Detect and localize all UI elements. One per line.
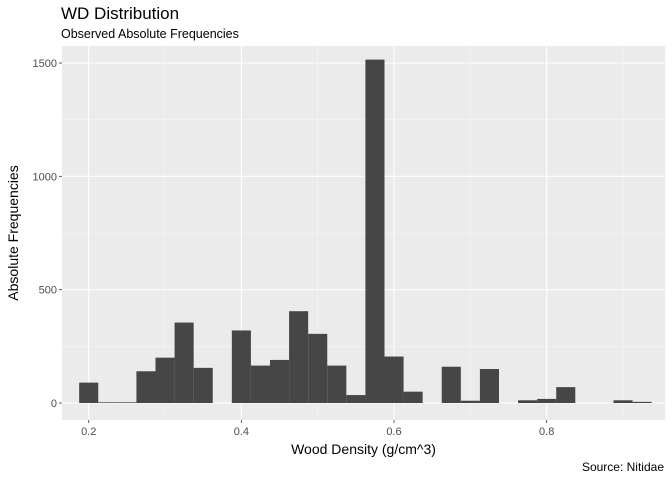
histogram-bar — [346, 395, 366, 403]
histogram-bar — [231, 330, 251, 403]
histogram-bar — [518, 400, 538, 403]
y-tick-label: 1000 — [33, 171, 57, 183]
x-tick-label: 0.4 — [234, 426, 249, 438]
histogram-bar — [537, 398, 557, 403]
y-tick-label: 500 — [39, 285, 57, 297]
histogram-bar — [155, 357, 175, 403]
histogram-bar — [479, 369, 499, 403]
histogram-bar — [136, 371, 156, 403]
histogram-bar — [98, 402, 118, 403]
chart-subtitle: Observed Absolute Frequencies — [61, 27, 239, 41]
y-tick-label: 0 — [51, 398, 57, 410]
histogram-bar — [250, 365, 270, 403]
histogram-bar — [117, 402, 137, 403]
histogram-bar — [460, 400, 480, 403]
histogram-bar — [79, 382, 99, 403]
y-axis-title: Absolute Frequencies — [5, 165, 21, 300]
x-tick-label: 0.8 — [539, 426, 554, 438]
axes: 0.2 0.4 0.6 0.8 0 500 1000 1500 — [33, 58, 555, 438]
histogram-bars — [79, 59, 652, 403]
histogram-bar — [174, 322, 194, 403]
x-tick-label: 0.6 — [386, 426, 401, 438]
histogram-bar — [441, 366, 461, 403]
histogram-bar — [556, 387, 576, 403]
histogram-bar — [289, 311, 309, 403]
x-tick-label: 0.2 — [81, 426, 96, 438]
histogram-bar — [365, 59, 385, 403]
histogram-bar — [384, 356, 404, 403]
histogram-bar — [613, 400, 633, 403]
chart-title: WD Distribution — [61, 4, 180, 23]
histogram-bar — [193, 367, 213, 403]
histogram-bar — [308, 333, 328, 403]
histogram-bar — [327, 365, 347, 403]
histogram-bar — [403, 391, 423, 403]
histogram-bar — [269, 359, 290, 403]
histogram-bar — [632, 401, 652, 403]
y-tick-label: 1500 — [33, 58, 57, 70]
x-axis-title: Wood Density (g/cm^3) — [291, 441, 436, 457]
chart-caption: Source: Nitidae — [581, 460, 664, 474]
